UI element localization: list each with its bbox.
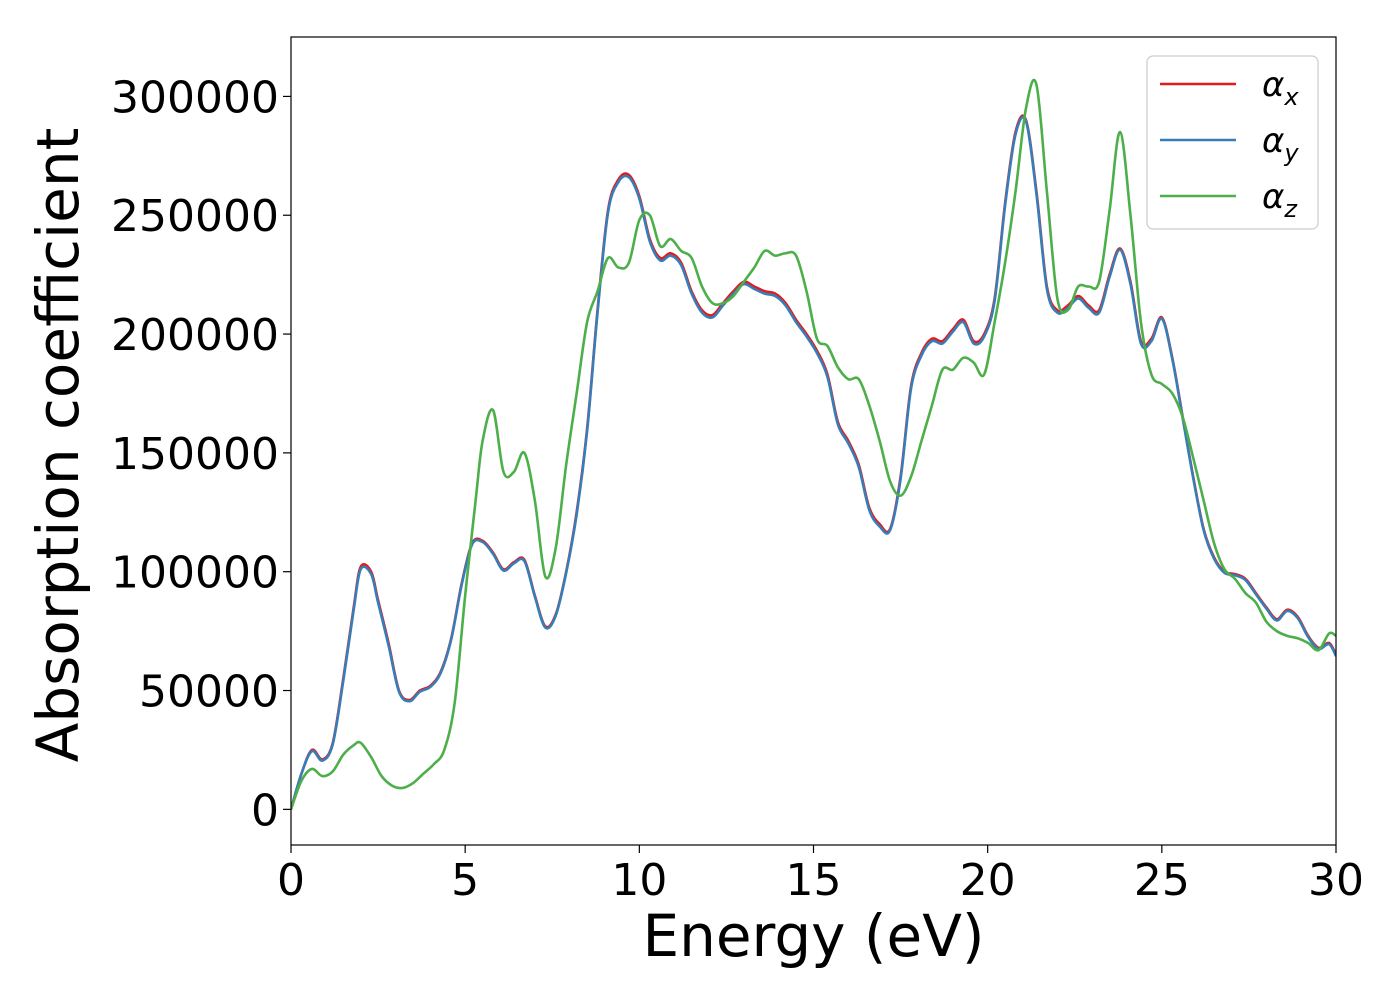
x-axis-ticks: 0 5 10 15 20 25 30 — [277, 845, 1364, 906]
x-tick-label: 20 — [960, 855, 1016, 906]
x-tick-label: 25 — [1134, 855, 1190, 906]
x-tick-label: 0 — [277, 855, 305, 906]
legend-label-y: αy — [1262, 121, 1299, 167]
y-tick-label: 150000 — [111, 429, 279, 480]
x-axis-label: Energy (eV) — [642, 902, 984, 970]
y-tick-label: 100000 — [111, 548, 279, 599]
y-tick-label: 50000 — [139, 667, 279, 718]
legend: αx αy αz — [1146, 55, 1319, 230]
x-tick-label: 5 — [451, 855, 479, 906]
y-axis-label: Absorption coefficient — [24, 128, 92, 763]
x-tick-label: 10 — [611, 855, 667, 906]
legend-label-x: αx — [1262, 65, 1299, 111]
legend-box — [1146, 55, 1319, 230]
y-tick-label: 300000 — [111, 72, 279, 123]
y-tick-label: 0 — [251, 785, 279, 836]
plot-lines — [291, 78, 1336, 810]
series-line-z — [291, 78, 1336, 810]
y-tick-label: 250000 — [111, 191, 279, 242]
y-tick-label: 200000 — [111, 310, 279, 361]
series-line-y — [291, 115, 1336, 810]
legend-label-z: αz — [1262, 177, 1298, 223]
x-tick-label: 15 — [786, 855, 842, 906]
y-axis-ticks: 0 50000 100000 150000 200000 250000 300000 — [111, 72, 291, 836]
x-tick-label: 30 — [1308, 855, 1364, 906]
